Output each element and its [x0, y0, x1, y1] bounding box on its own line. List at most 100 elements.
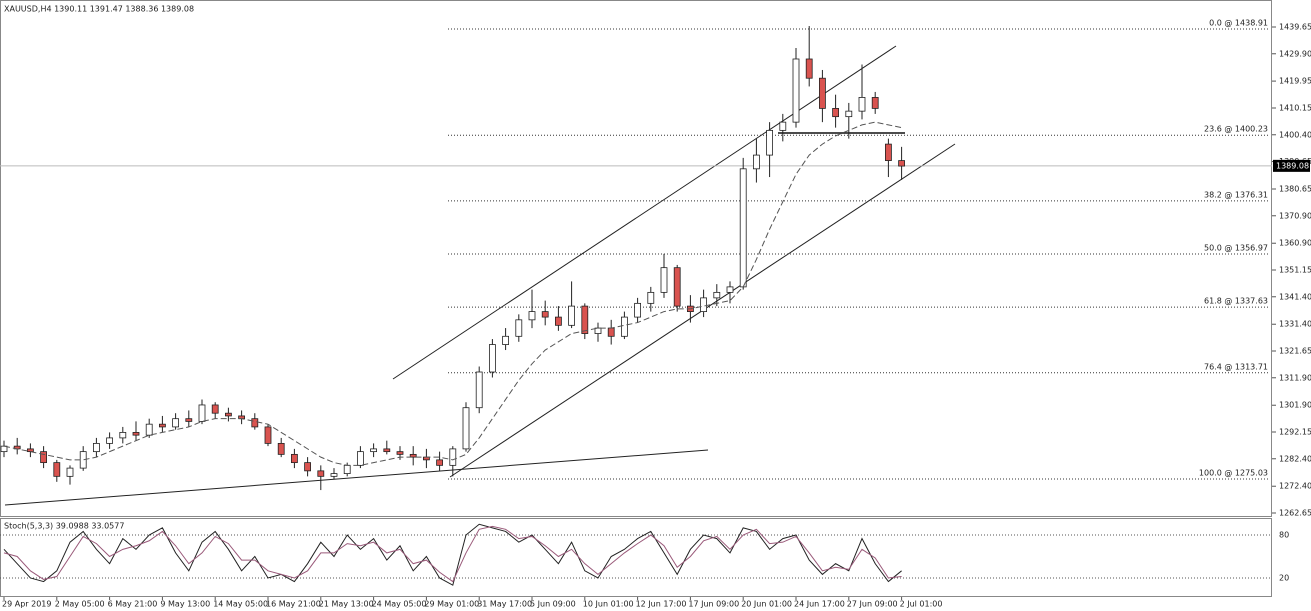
- candle-body: [621, 316, 628, 337]
- candle-body: [409, 453, 417, 458]
- candle-body: [132, 432, 140, 436]
- y-tick-label: 1301.90: [1279, 401, 1311, 410]
- x-tick-label: 27 Jun 09:00: [847, 600, 898, 609]
- y-tick-label: 1360.90: [1279, 239, 1311, 248]
- candle-body: [634, 302, 641, 318]
- candle-body: [224, 412, 232, 417]
- candle-body: [819, 77, 826, 109]
- candle-body: [871, 97, 879, 109]
- stoch-line: [3, 525, 902, 583]
- candle-body: [383, 448, 391, 453]
- candle-body: [251, 418, 259, 428]
- y-tick-label: 1380.65: [1279, 185, 1311, 194]
- fib-label: 61.8 @ 1337.63: [1204, 297, 1268, 306]
- fib-label: 0.0 @ 1438.91: [1209, 19, 1268, 28]
- x-tick-label: 24 Jun 17:00: [794, 600, 845, 609]
- y-tick-label: 1292.15: [1279, 428, 1311, 437]
- candle-body: [845, 110, 853, 118]
- candle-body: [885, 143, 892, 161]
- candle-body: [581, 305, 589, 334]
- candle-body: [304, 462, 312, 472]
- main-frame: [0, 0, 1272, 517]
- candle-body: [26, 448, 34, 453]
- candle-body: [858, 97, 866, 112]
- candle-body: [805, 58, 813, 79]
- fib-label: 76.4 @ 1313.71: [1204, 362, 1268, 371]
- candle-body: [0, 445, 8, 453]
- x-tick-label: 12 Jun 17:00: [636, 600, 687, 609]
- y-tick-label: 1282.40: [1279, 454, 1311, 463]
- stoch-title: Stoch(5,3,3) 39.0988 33.0577: [4, 522, 124, 531]
- candle-body: [726, 286, 734, 293]
- channel-upper: [392, 45, 897, 380]
- candle-body: [277, 442, 285, 455]
- candle-body: [475, 371, 483, 409]
- candle-body: [198, 404, 206, 422]
- y-tick-label: 1429.90: [1279, 49, 1311, 58]
- y-tick-label: 1321.65: [1279, 347, 1311, 356]
- fib-label: 23.6 @ 1400.23: [1204, 125, 1268, 134]
- candle-body: [528, 311, 536, 321]
- fib-label: 50.0 @ 1356.97: [1204, 244, 1268, 253]
- y-tick-label: 1311.90: [1279, 373, 1311, 382]
- candle-body: [66, 467, 74, 477]
- candle-body: [647, 291, 655, 304]
- candle-body: [792, 58, 800, 123]
- y-tick-label: 1272.40: [1279, 482, 1311, 491]
- candle-body: [211, 404, 219, 414]
- x-tick-label: 21 May 13:00: [319, 600, 374, 609]
- candle-body: [832, 108, 839, 118]
- candle-body: [700, 297, 707, 312]
- last-price-box: [1273, 159, 1310, 172]
- candle-body: [766, 129, 773, 156]
- stoch-frame: [0, 518, 1272, 597]
- y-tick-label: 1331.40: [1279, 320, 1311, 329]
- candle-body: [660, 267, 668, 293]
- x-tick-label: 20 Jun 01:00: [741, 600, 792, 609]
- candle-body: [515, 319, 523, 337]
- x-tick-label: 29 Apr 2019: [2, 600, 51, 609]
- x-tick-label: 9 May 13:00: [160, 600, 210, 609]
- candle-body: [93, 442, 100, 453]
- candle-body: [555, 316, 562, 326]
- x-tick-label: 6 May 21:00: [108, 600, 158, 609]
- x-tick-label: 2 May 05:00: [55, 600, 105, 609]
- candle-body: [739, 168, 747, 288]
- x-tick-label: 5 Jun 09:00: [530, 600, 576, 609]
- last-price-label: 1389.08: [1276, 161, 1309, 170]
- candle-body: [330, 473, 338, 477]
- candle-body: [898, 160, 905, 167]
- candle-body: [568, 305, 575, 326]
- x-tick-label: 17 Jun 09:00: [688, 600, 739, 609]
- candle-body: [449, 448, 457, 466]
- x-tick-label: 29 May 01:00: [424, 600, 479, 609]
- x-tick-label: 16 May 21:00: [266, 600, 321, 609]
- y-tick-label: 80: [1279, 531, 1289, 540]
- candle-body: [40, 451, 47, 464]
- y-tick-label: 1341.40: [1279, 292, 1311, 301]
- y-tick-label: 20: [1279, 573, 1289, 582]
- y-tick-label: 1351.15: [1279, 266, 1311, 275]
- y-tick-label: 1262.65: [1279, 509, 1311, 518]
- candle-body: [594, 327, 602, 334]
- y-tick-label: 1439.65: [1279, 23, 1311, 32]
- candle-body: [264, 426, 272, 444]
- x-tick-label: 14 May 05:00: [213, 600, 268, 609]
- candle-body: [779, 121, 787, 131]
- x-tick-label: 31 May 17:00: [477, 600, 532, 609]
- x-tick-label: 2 Jul 01:00: [900, 600, 943, 609]
- fib-label: 100.0 @ 1275.03: [1199, 469, 1268, 478]
- candle-body: [106, 437, 113, 444]
- candle-body: [462, 407, 470, 450]
- candle-body: [713, 291, 721, 299]
- candle-body: [343, 464, 351, 474]
- candle-body: [502, 335, 510, 345]
- candle-body: [53, 462, 61, 477]
- stoch-line: [3, 523, 902, 586]
- candle-body: [158, 423, 166, 428]
- candle-body: [185, 418, 193, 422]
- candle-body: [753, 154, 760, 170]
- y-tick-label: 1419.95: [1279, 77, 1311, 86]
